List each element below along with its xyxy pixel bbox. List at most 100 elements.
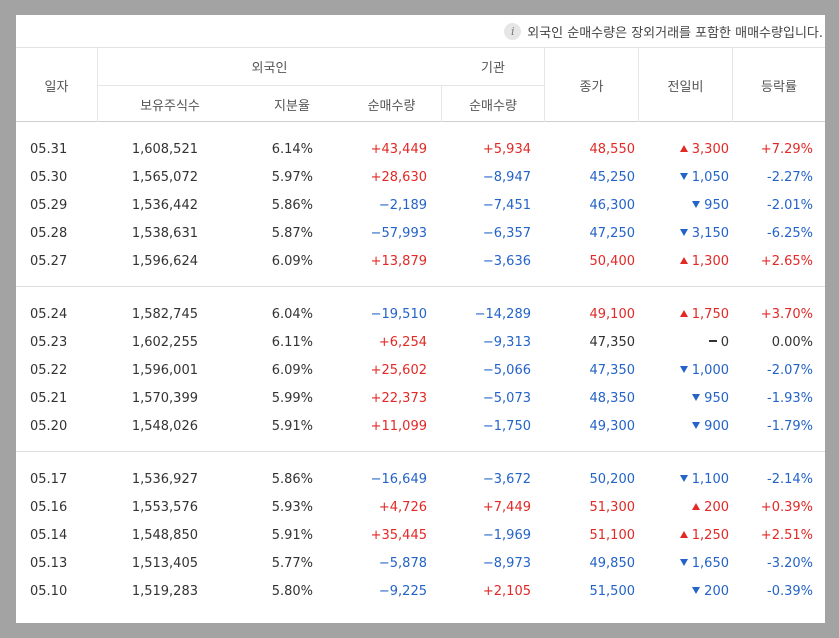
foreign-net-cell: +4,726 (378, 500, 427, 515)
down-triangle-icon (679, 173, 688, 180)
ratio-cell: 5.99% (271, 391, 313, 406)
table-row: 05.24 1,582,745 6.04% −19,510 −14,289 49,100 +… (16, 301, 825, 329)
header-foreign-net: 순매수량 (367, 98, 416, 114)
holdings-cell: 1,519,283 (131, 584, 198, 599)
header-divider (732, 48, 733, 122)
down-triangle-icon (692, 587, 701, 594)
ratio-cell: 6.09% (271, 363, 313, 378)
ratio-cell: 5.93% (271, 500, 313, 515)
ratio-cell: 6.11% (271, 335, 313, 350)
table-row: 05.20 1,548,026 5.91% +11,099 −1,750 49,300 -1… (16, 413, 825, 441)
table-row: 05.16 1,553,576 5.93% +4,726 +7,449 51,300 +0.… (16, 494, 825, 522)
change-value: 1,750 (691, 307, 729, 322)
close-price-cell: 47,250 (589, 226, 636, 241)
ratio-cell: 5.97% (271, 170, 313, 185)
ratio-cell: 6.09% (271, 254, 313, 269)
change-rate-cell: -2.07% (767, 363, 813, 378)
change-rate-cell: +2.51% (760, 528, 813, 543)
change-value: 3,150 (691, 226, 729, 241)
foreign-net-cell: +13,879 (370, 254, 427, 269)
table-row: 05.29 1,536,442 5.86% −2,189 −7,451 46,300 -2.… (16, 192, 825, 220)
change-cell: 3,150 (679, 220, 729, 248)
down-triangle-icon (679, 475, 688, 482)
table-row: 05.31 1,608,521 6.14% +43,449 +5,934 48,550 +7… (16, 136, 825, 164)
date-cell: 05.13 (30, 556, 68, 571)
down-triangle-icon (679, 229, 688, 236)
table-row: 05.10 1,519,283 5.80% −9,225 +2,105 51,500 -0.… (16, 578, 825, 606)
holdings-cell: 1,596,001 (131, 363, 198, 378)
institution-net-cell: −3,636 (482, 254, 531, 269)
institution-net-cell: +2,105 (482, 584, 531, 599)
date-cell: 05.16 (30, 500, 68, 515)
investor-trading-panel: i 외국인 순매수량은 장외거래를 포함한 매매수량입니다. 일자 외국인 기관… (16, 15, 825, 623)
close-price-cell: 50,400 (589, 254, 636, 269)
change-value: 3,300 (691, 142, 729, 157)
institution-net-cell: −1,969 (482, 528, 531, 543)
notice-text: 외국인 순매수량은 장외거래를 포함한 매매수량입니다. (527, 25, 823, 41)
change-cell: 1,100 (679, 466, 729, 494)
institution-net-cell: −14,289 (474, 307, 531, 322)
date-cell: 05.29 (30, 198, 68, 213)
foreign-net-cell: −9,225 (378, 584, 427, 599)
header-date: 일자 (44, 79, 69, 95)
info-icon[interactable]: i (504, 22, 522, 40)
change-cell: 3,300 (679, 136, 729, 164)
change-cell: 900 (692, 413, 729, 441)
change-rate-cell: -3.20% (767, 556, 813, 571)
foreign-net-cell: −2,189 (378, 198, 427, 213)
institution-net-cell: +5,934 (482, 142, 531, 157)
up-triangle-icon (692, 503, 701, 510)
holdings-cell: 1,548,026 (131, 419, 198, 434)
close-price-cell: 48,550 (589, 142, 636, 157)
change-rate-cell: +0.39% (760, 500, 813, 515)
change-cell: 950 (692, 192, 729, 220)
header-divider (544, 48, 545, 122)
institution-net-cell: +7,449 (482, 500, 531, 515)
down-triangle-icon (692, 394, 701, 401)
change-cell: 1,250 (679, 522, 729, 550)
close-price-cell: 45,250 (589, 170, 636, 185)
ratio-cell: 5.91% (271, 419, 313, 434)
flat-dash-icon (708, 340, 717, 342)
foreign-net-cell: +35,445 (370, 528, 427, 543)
header-rate: 등락률 (761, 79, 797, 95)
change-value: 0 (720, 335, 729, 350)
header-divider (441, 85, 442, 122)
change-value: 900 (704, 419, 729, 434)
ratio-cell: 6.04% (271, 307, 313, 322)
close-price-cell: 47,350 (589, 335, 636, 350)
change-rate-cell: -0.39% (767, 584, 813, 599)
date-cell: 05.30 (30, 170, 68, 185)
date-cell: 05.27 (30, 254, 68, 269)
ratio-cell: 5.87% (271, 226, 313, 241)
close-price-cell: 49,850 (589, 556, 636, 571)
institution-net-cell: −5,073 (482, 391, 531, 406)
date-cell: 05.28 (30, 226, 68, 241)
table-row: 05.28 1,538,631 5.87% −57,993 −6,357 47,250 -6… (16, 220, 825, 248)
institution-net-cell: −9,313 (482, 335, 531, 350)
table-row: 05.13 1,513,405 5.77% −5,878 −8,973 49,850 -3.… (16, 550, 825, 578)
table-row: 05.14 1,548,850 5.91% +35,445 −1,969 51,100 +2… (16, 522, 825, 550)
ratio-cell: 5.86% (271, 198, 313, 213)
change-cell: 200 (692, 578, 729, 606)
table-row: 05.23 1,602,255 6.11% +6,254 −9,313 47,350 0.0… (16, 329, 825, 357)
foreign-net-cell: −5,878 (378, 556, 427, 571)
institution-net-cell: −5,066 (482, 363, 531, 378)
holdings-cell: 1,548,850 (131, 528, 198, 543)
up-triangle-icon (679, 145, 688, 152)
row-group: 05.31 1,608,521 6.14% +43,449 +5,934 48,550 +7… (16, 122, 825, 287)
ratio-cell: 5.80% (271, 584, 313, 599)
foreign-net-cell: +25,602 (370, 363, 427, 378)
change-rate-cell: -1.93% (767, 391, 813, 406)
table-row: 05.27 1,596,624 6.09% +13,879 −3,636 50,400 +2… (16, 248, 825, 276)
close-price-cell: 51,300 (589, 500, 636, 515)
holdings-cell: 1,553,576 (131, 500, 198, 515)
row-group: 05.24 1,582,745 6.04% −19,510 −14,289 49,100 +… (16, 287, 825, 452)
change-value: 1,650 (691, 556, 729, 571)
header-ratio: 지분율 (274, 98, 310, 114)
institution-net-cell: −3,672 (482, 472, 531, 487)
table-row: 05.30 1,565,072 5.97% +28,630 −8,947 45,250 -2… (16, 164, 825, 192)
change-value: 950 (704, 391, 729, 406)
change-rate-cell: -2.27% (767, 170, 813, 185)
down-triangle-icon (679, 366, 688, 373)
